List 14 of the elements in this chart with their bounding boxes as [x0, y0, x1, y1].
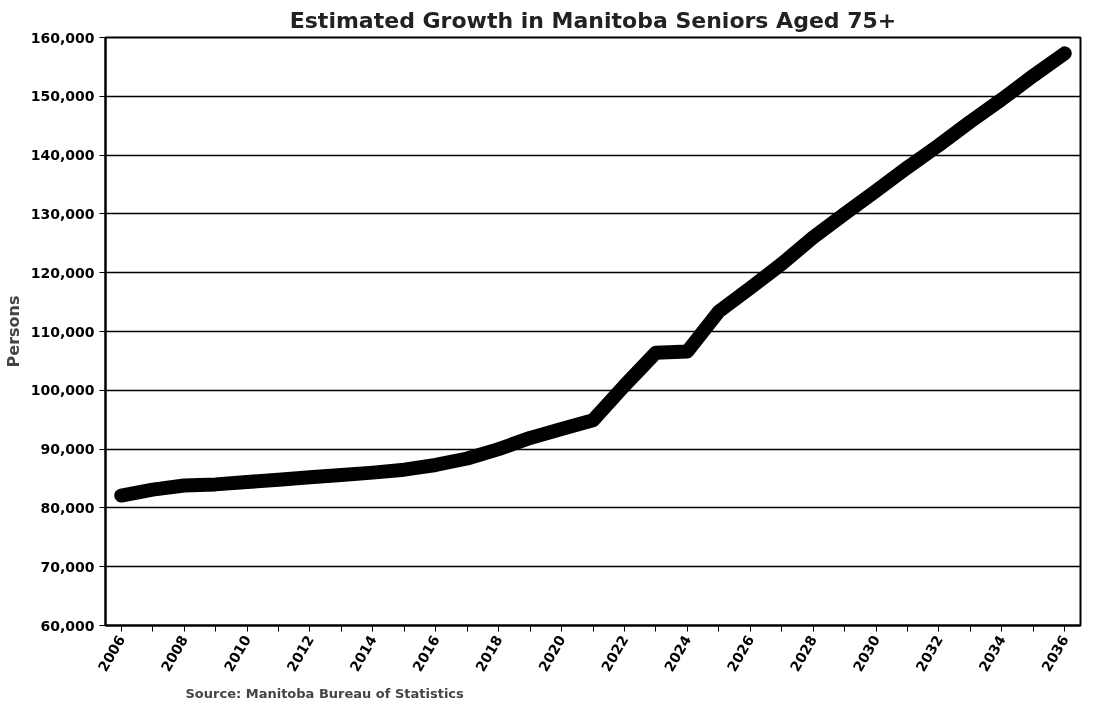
y-axis-title: Persons — [3, 295, 23, 368]
y-tick-label: 80,000 — [40, 499, 95, 516]
y-tick-label: 140,000 — [30, 147, 95, 164]
y-tick-label: 110,000 — [30, 323, 95, 340]
y-tick-label: 100,000 — [30, 382, 95, 399]
y-tick-label: 70,000 — [40, 558, 95, 575]
y-tick-label: 90,000 — [40, 441, 95, 458]
y-tick-label: 120,000 — [30, 264, 95, 281]
y-tick-label: 160,000 — [30, 29, 95, 46]
y-tick-label: 130,000 — [30, 205, 95, 222]
y-tick-label: 150,000 — [30, 88, 95, 105]
chart-title: Estimated Growth in Manitoba Seniors Aged 75+ — [289, 7, 897, 33]
y-tick-label: 60,000 — [40, 617, 95, 634]
source-note: Source: Manitoba Bureau of Statistics — [185, 685, 465, 701]
